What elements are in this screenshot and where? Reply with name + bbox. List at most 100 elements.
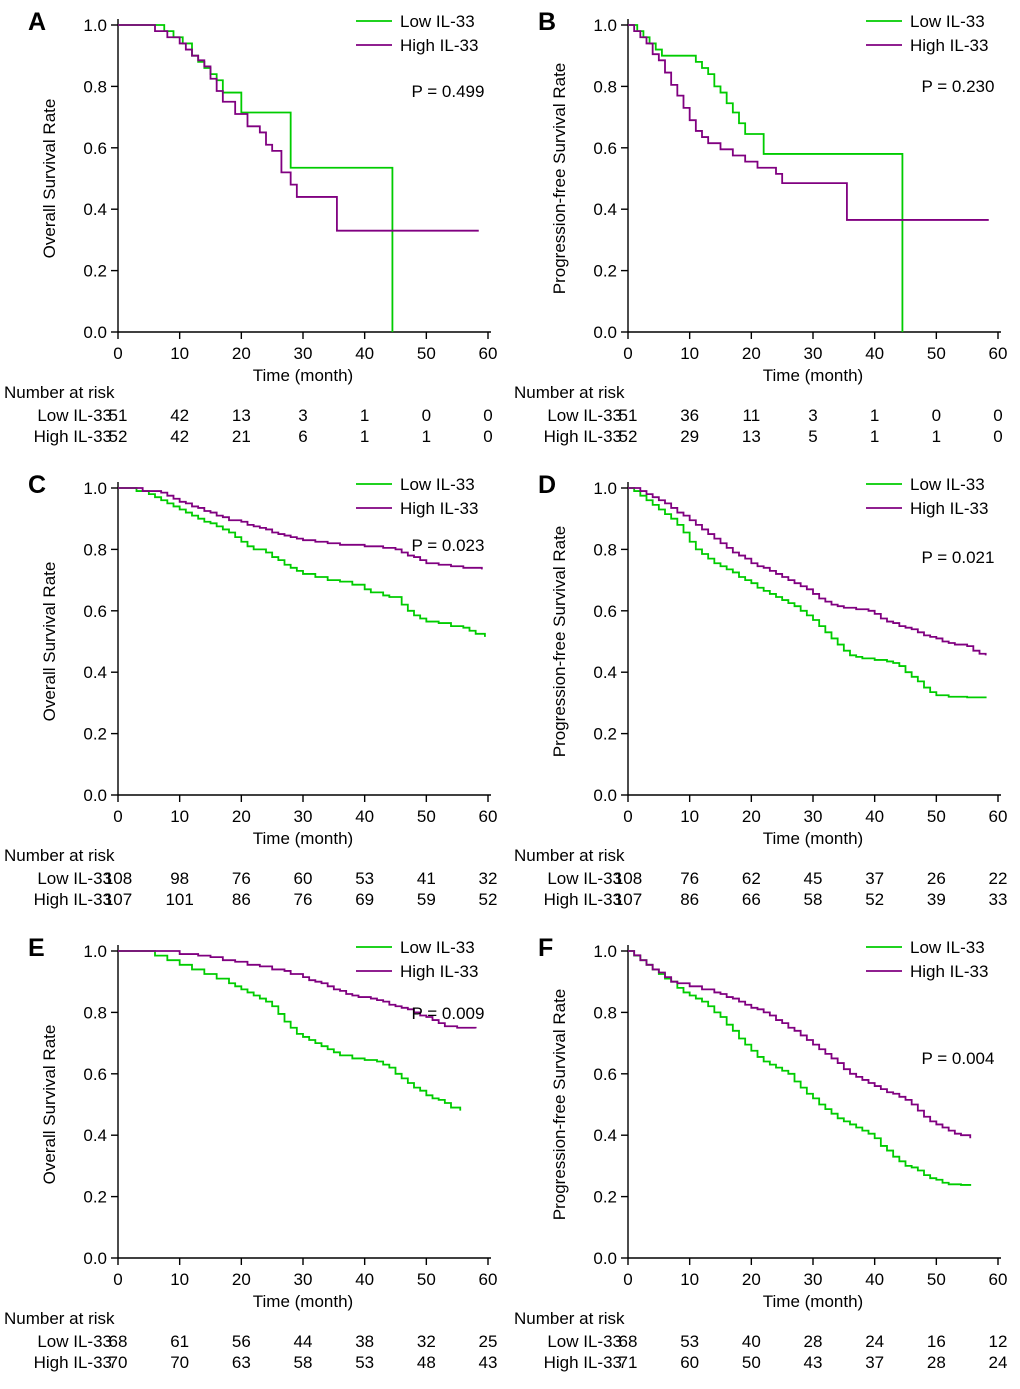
y-tick-label: 0.8: [593, 77, 617, 96]
risk-value: 52: [865, 890, 884, 909]
x-tick-label: 10: [680, 1270, 699, 1289]
risk-value: 43: [804, 1353, 823, 1372]
x-tick-label: 60: [989, 344, 1008, 363]
risk-value: 1: [870, 406, 879, 425]
km-chart-C: C 0.0 0.2 0.4 0.6 0.8 1.0 0 10 20 30 40 50 60 Time (mo…: [4, 471, 497, 909]
y-tick-label: 0.8: [83, 540, 107, 559]
y-tick-label: 1.0: [593, 479, 617, 498]
risk-value: 71: [619, 1353, 638, 1372]
risk-value: 21: [232, 427, 251, 446]
series-high-il33: [118, 24, 479, 232]
risk-value: 50: [742, 1353, 761, 1372]
y-tick-label: 0.6: [83, 1065, 107, 1084]
panel-letter: A: [28, 8, 46, 36]
y-tick-label: 0.6: [593, 602, 617, 621]
risk-value: 5: [808, 427, 817, 446]
x-tick-label: 20: [742, 1270, 761, 1289]
panel-f: F 0.0 0.2 0.4 0.6 0.8 1.0 0 10 20 30 40 50 60 Time (mo…: [510, 926, 1020, 1389]
risk-value: 26: [927, 869, 946, 888]
x-tick-label: 20: [232, 807, 251, 826]
x-tick-label: 30: [804, 1270, 823, 1289]
legend-label-high: High IL-33: [400, 962, 478, 981]
y-tick-label: 0.4: [83, 1126, 107, 1145]
risk-value: 86: [232, 890, 251, 909]
p-value: P = 0.021: [922, 548, 995, 567]
series-low-il33: [628, 487, 987, 699]
risk-value: 60: [294, 869, 313, 888]
risk-value: 1: [360, 406, 369, 425]
risk-value: 66: [742, 890, 761, 909]
risk-value: 76: [680, 869, 699, 888]
x-axis-title: Time (month): [763, 1292, 863, 1311]
y-tick-label: 1.0: [593, 942, 617, 961]
risk-row-label: Low IL-33: [37, 406, 112, 425]
y-axis-title: Progression-free Survival Rate: [550, 989, 569, 1220]
legend-label-low: Low IL-33: [910, 938, 985, 957]
series-high-il33: [118, 950, 477, 1029]
y-tick-label: 0.0: [83, 323, 107, 342]
km-chart-F: F 0.0 0.2 0.4 0.6 0.8 1.0 0 10 20 30 40 50 60 Time (mo…: [514, 934, 1008, 1372]
y-tick-label: 0.0: [593, 323, 617, 342]
risk-value: 37: [865, 1353, 884, 1372]
x-tick-label: 20: [232, 344, 251, 363]
risk-value: 28: [927, 1353, 946, 1372]
x-tick-label: 50: [417, 1270, 436, 1289]
legend-label-low: Low IL-33: [400, 938, 475, 957]
series-low-il33: [118, 487, 486, 637]
x-tick-label: 10: [170, 807, 189, 826]
legend-label-high: High IL-33: [910, 962, 988, 981]
panel-letter: B: [538, 8, 556, 36]
risk-value: 69: [355, 890, 374, 909]
risk-value: 48: [417, 1353, 436, 1372]
risk-value: 62: [742, 869, 761, 888]
y-tick-label: 0.6: [83, 602, 107, 621]
risk-value: 42: [170, 406, 189, 425]
y-tick-label: 1.0: [83, 942, 107, 961]
risk-value: 41: [417, 869, 436, 888]
risk-value: 63: [232, 1353, 251, 1372]
x-tick-label: 0: [623, 807, 632, 826]
p-value: P = 0.499: [412, 82, 485, 101]
x-axis-title: Time (month): [253, 829, 353, 848]
x-tick-label: 60: [479, 344, 498, 363]
risk-value: 3: [298, 406, 307, 425]
risk-value: 53: [355, 869, 374, 888]
risk-value: 68: [109, 1332, 128, 1351]
series-high-il33: [628, 950, 972, 1139]
y-tick-label: 0.4: [593, 200, 617, 219]
risk-value: 12: [989, 1332, 1008, 1351]
risk-value: 56: [232, 1332, 251, 1351]
risk-value: 52: [109, 427, 128, 446]
risk-value: 29: [680, 427, 699, 446]
series-low-il33: [628, 24, 904, 332]
y-tick-label: 0.0: [83, 1249, 107, 1268]
risk-value: 1: [360, 427, 369, 446]
risk-value: 86: [680, 890, 699, 909]
risk-value: 0: [993, 406, 1002, 425]
y-tick-label: 0.2: [83, 262, 107, 281]
risk-table-title: Number at risk: [4, 1309, 115, 1328]
km-chart-D: D 0.0 0.2 0.4 0.6 0.8 1.0 0 10 20 30 40 50 60 Time (mo…: [514, 471, 1007, 909]
risk-value: 28: [804, 1332, 823, 1351]
series-low-il33: [628, 950, 972, 1186]
risk-row-label: High IL-33: [34, 427, 112, 446]
legend-label-low: Low IL-33: [400, 12, 475, 31]
x-axis-title: Time (month): [763, 829, 863, 848]
risk-value: 1: [932, 427, 941, 446]
x-tick-label: 0: [623, 1270, 632, 1289]
panel-letter: C: [28, 471, 46, 499]
risk-value: 70: [109, 1353, 128, 1372]
x-tick-label: 30: [294, 807, 313, 826]
risk-value: 51: [619, 406, 638, 425]
p-value: P = 0.023: [412, 536, 485, 555]
x-tick-label: 40: [355, 344, 374, 363]
legend-label-high: High IL-33: [400, 36, 478, 55]
risk-value: 0: [483, 427, 492, 446]
risk-value: 0: [932, 406, 941, 425]
x-tick-label: 50: [417, 807, 436, 826]
y-tick-label: 0.4: [83, 663, 107, 682]
x-axis-title: Time (month): [763, 366, 863, 385]
risk-row-label: High IL-33: [34, 1353, 112, 1372]
panel-c: C 0.0 0.2 0.4 0.6 0.8 1.0 0 10 20 30 40 50 60 Time (mo…: [0, 463, 510, 926]
y-tick-label: 0.6: [83, 139, 107, 158]
